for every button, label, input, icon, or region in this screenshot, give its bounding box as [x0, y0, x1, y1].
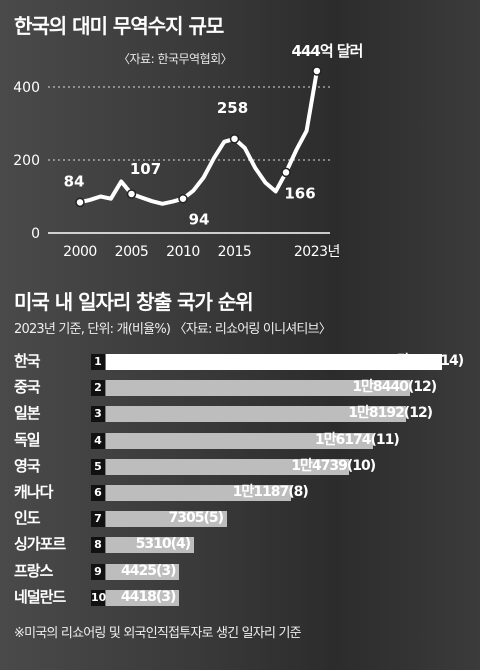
bar-value-label: 1만6174(11) [314, 431, 400, 448]
line-chart-title: 한국의 대미 무역수지 규모 [14, 14, 224, 38]
bar-row: 싱가포르 8 5310(4) [0, 533, 480, 555]
x-tick-label: 2000 [63, 244, 97, 260]
bar-row: 독일 4 1만6174(11) [0, 429, 480, 451]
bar [106, 380, 411, 397]
data-value-label: 166 [284, 184, 315, 202]
end-value-label: 444억 달러 [292, 42, 363, 60]
bar-row: 일본 3 1만8192(12) [0, 402, 480, 424]
bar [106, 458, 350, 475]
rank-badge: 9 [91, 563, 106, 580]
bar-row: 프랑스 9 4425(3) [0, 560, 480, 582]
bar [106, 511, 227, 528]
data-point-marker [281, 167, 291, 178]
trade-balance-line-chart: 0 200 400 2000 2005 2010 2015 2023년 84 107 94 258 1… [13, 42, 363, 260]
x-tick-label: 2005 [115, 244, 149, 260]
bar [106, 537, 194, 554]
rank-badge: 5 [91, 458, 106, 475]
rank-badge: 8 [91, 537, 106, 554]
data-value-label: 84 [64, 172, 85, 190]
bar-chart-subtitle: 2023년 기준, 단위: 개(비율%) 〈자료: 리쇼어링 이니셔티브〉 [14, 322, 332, 337]
bar-value-label: 4425(3) [121, 562, 177, 579]
country-label: 중국 [14, 378, 41, 397]
data-value-label: 258 [217, 99, 248, 117]
bar-value-label: 1만1187(8) [232, 484, 309, 500]
data-value-label: 94 [189, 211, 210, 229]
bar [106, 563, 180, 580]
bar [106, 589, 179, 606]
country-label: 프랑스 [14, 561, 53, 580]
bar-row: 인도 7 7305(5) [0, 507, 480, 529]
rank-badge: 3 [91, 406, 106, 423]
bar-value-label: 2만360(14) [388, 353, 464, 369]
rank-badge: 4 [91, 432, 106, 449]
bar [106, 406, 407, 423]
country-label: 싱가포르 [14, 535, 66, 554]
bar-value-label: 1만4739(10) [291, 457, 376, 474]
bar-value-label: 5310(4) [135, 536, 192, 553]
bar-chart-title: 미국 내 일자리 창출 국가 순위 [14, 290, 254, 314]
bar [106, 354, 442, 370]
bar-row: 캐나다 6 1만1187(8) [0, 481, 480, 503]
country-label: 독일 [14, 430, 41, 449]
bar-row: 중국 2 1만8440(12) [0, 376, 480, 398]
rank-badge: 7 [91, 511, 106, 528]
rank-badge: 1 [91, 354, 106, 370]
rank-badge: 2 [91, 380, 106, 397]
bar-row: 네덜란드 10 4418(3) [0, 586, 480, 608]
line-chart-source: 〈자료: 한국무역협회〉 [118, 52, 233, 66]
data-point-marker [229, 134, 240, 144]
y-tick-label: 0 [31, 226, 40, 242]
bar-value-label: 7305(5) [168, 510, 225, 527]
country-label: 캐나다 [14, 483, 53, 501]
data-point-marker [178, 193, 188, 204]
x-tick-label: 2010 [166, 244, 200, 260]
bar-value-label: 1만8192(12) [348, 405, 433, 422]
rank-badge: 10 [91, 589, 107, 606]
country-label: 한국 [14, 352, 41, 370]
y-tick-label: 200 [13, 153, 40, 169]
country-label: 영국 [14, 456, 41, 475]
data-point-marker [126, 189, 137, 199]
bar [106, 432, 373, 449]
trade-balance-series-line [78, 68, 319, 206]
y-tick-label: 400 [13, 80, 40, 96]
x-tick-label: 2023년 [294, 244, 340, 260]
data-point-marker [312, 66, 322, 76]
bar-row: 한국 1 2만360(14) [0, 350, 480, 372]
x-tick-label: 2015 [218, 244, 252, 260]
bar-row: 영국 5 1만4739(10) [0, 455, 480, 477]
bar-chart-note: ※미국의 리쇼어링 및 외국인직접투자로 생긴 일자리 기준 [14, 626, 302, 641]
bar-value-label: 1만8440(12) [352, 379, 437, 396]
rank-badge: 6 [91, 485, 106, 501]
data-value-label: 107 [130, 160, 161, 178]
country-label: 인도 [14, 509, 41, 528]
bar-value-label: 4418(3) [120, 588, 177, 605]
country-label: 일본 [14, 404, 41, 423]
bar [106, 485, 291, 501]
country-label: 네덜란드 [14, 587, 66, 606]
data-point-marker [75, 197, 85, 208]
